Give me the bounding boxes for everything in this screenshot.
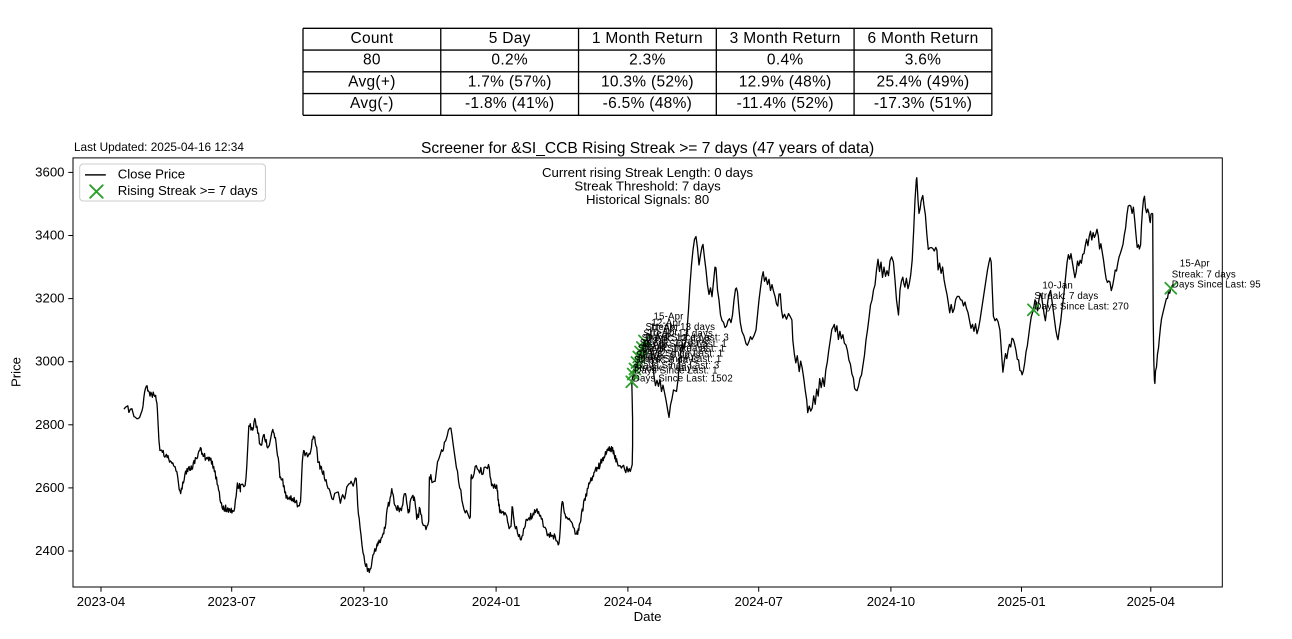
svg-text:12-Apr: 12-Apr [651,318,682,329]
svg-text:10.3% (52%): 10.3% (52%) [601,73,694,90]
svg-text:Days Since Last: 270: Days Since Last: 270 [1034,301,1129,312]
svg-text:Streak Threshold: 7 days: Streak Threshold: 7 days [574,178,721,193]
svg-text:-6.5% (48%): -6.5% (48%) [603,95,692,112]
svg-text:2025-04: 2025-04 [1127,594,1175,609]
svg-text:Date: Date [634,609,662,624]
svg-text:Streak: 7 days: Streak: 7 days [633,363,697,374]
svg-text:Days Since Last: 95: Days Since Last: 95 [1172,280,1261,291]
svg-text:Streak: 13 days: Streak: 13 days [646,322,716,333]
svg-text:Streak: 12 days: Streak: 12 days [642,333,712,344]
svg-text:Historical Signals: 80: Historical Signals: 80 [586,192,709,207]
svg-text:2023-04: 2023-04 [77,594,125,609]
svg-text:Days Since Last: 1: Days Since Last: 1 [642,344,725,355]
svg-text:3400: 3400 [35,228,64,243]
svg-text:-11.4% (52%): -11.4% (52%) [737,95,834,112]
svg-text:Streak: 7 days: Streak: 7 days [1034,291,1098,302]
svg-text:2024-04: 2024-04 [604,594,652,609]
svg-text:5-Apr: 5-Apr [642,345,667,356]
svg-text:25.4% (49%): 25.4% (49%) [877,73,970,90]
svg-text:2600: 2600 [35,480,64,495]
svg-text:Days Since Last: 1502: Days Since Last: 1502 [633,373,733,384]
svg-text:Avg(-): Avg(-) [350,95,394,112]
svg-text:2025-01: 2025-01 [997,594,1045,609]
svg-text:4-Apr: 4-Apr [641,352,666,363]
svg-text:11-Apr: 11-Apr [650,323,680,334]
svg-text:Streak: 7 days: Streak: 7 days [1172,269,1236,280]
svg-text:-1.8% (41%): -1.8% (41%) [465,95,554,112]
svg-text:2400: 2400 [35,543,64,558]
svg-text:0.4%: 0.4% [767,52,804,69]
svg-text:2024-07: 2024-07 [734,594,782,609]
svg-text:Days Since Last: 1: Days Since Last: 1 [640,349,723,360]
svg-text:1 Month Return: 1 Month Return [592,30,703,47]
svg-text:Avg(+): Avg(+) [348,73,396,90]
svg-text:Rising Streak >= 7 days: Rising Streak >= 7 days [118,183,258,198]
svg-text:80: 80 [363,52,381,69]
svg-text:1.7% (57%): 1.7% (57%) [468,73,552,90]
svg-text:10-Apr: 10-Apr [648,328,679,339]
svg-text:15-Apr: 15-Apr [654,312,685,323]
svg-text:-17.3% (51%): -17.3% (51%) [874,95,972,112]
svg-text:15-Apr: 15-Apr [1180,259,1211,270]
svg-text:Streak: 8 days: Streak: 8 days [634,355,698,366]
svg-text:2023-10: 2023-10 [340,594,388,609]
svg-text:5 Day: 5 Day [489,30,531,47]
svg-text:3600: 3600 [35,164,64,179]
svg-text:0.2%: 0.2% [491,52,528,69]
svg-text:2800: 2800 [35,417,64,432]
svg-text:2024-01: 2024-01 [472,594,520,609]
svg-text:Days Since Last: 3: Days Since Last: 3 [646,333,729,344]
svg-text:9-Apr: 9-Apr [646,333,671,344]
svg-text:Current rising Streak Length:: Current rising Streak Length: 0 days [542,165,754,180]
svg-text:3.6%: 3.6% [905,52,942,69]
svg-text:Streak: 11 days: Streak: 11 days [640,338,709,349]
svg-text:2.3%: 2.3% [629,52,666,69]
svg-text:Days Since Last: 1: Days Since Last: 1 [634,366,717,377]
svg-text:Count: Count [350,30,393,47]
svg-text:Screener for &SI_CCB Rising St: Screener for &SI_CCB Rising Streak >= 7 … [421,140,874,157]
svg-text:Days Since Last: 1: Days Since Last: 1 [643,339,726,350]
svg-text:3000: 3000 [35,354,64,369]
svg-text:10-Jan: 10-Jan [1042,280,1073,291]
svg-text:Streak: 13 days: Streak: 13 days [643,329,713,340]
svg-text:3 Month Return: 3 Month Return [730,30,841,47]
svg-text:Days Since Last: 3: Days Since Last: 3 [636,361,719,372]
svg-text:Days Since Last: 1: Days Since Last: 1 [638,354,721,365]
svg-text:Price: Price [9,357,24,387]
svg-text:3200: 3200 [35,291,64,306]
svg-text:12.9% (48%): 12.9% (48%) [739,73,832,90]
svg-text:Last Updated: 2025-04-16 12:34: Last Updated: 2025-04-16 12:34 [74,140,244,154]
svg-text:Streak: 9 days: Streak: 9 days [636,350,700,361]
svg-text:2024-10: 2024-10 [867,594,915,609]
svg-text:Streak: 10 days: Streak: 10 days [638,344,708,355]
svg-text:2023-07: 2023-07 [207,594,255,609]
svg-text:Close Price: Close Price [118,167,185,182]
svg-text:8-Apr: 8-Apr [644,340,669,351]
svg-text:6 Month Return: 6 Month Return [867,30,978,47]
